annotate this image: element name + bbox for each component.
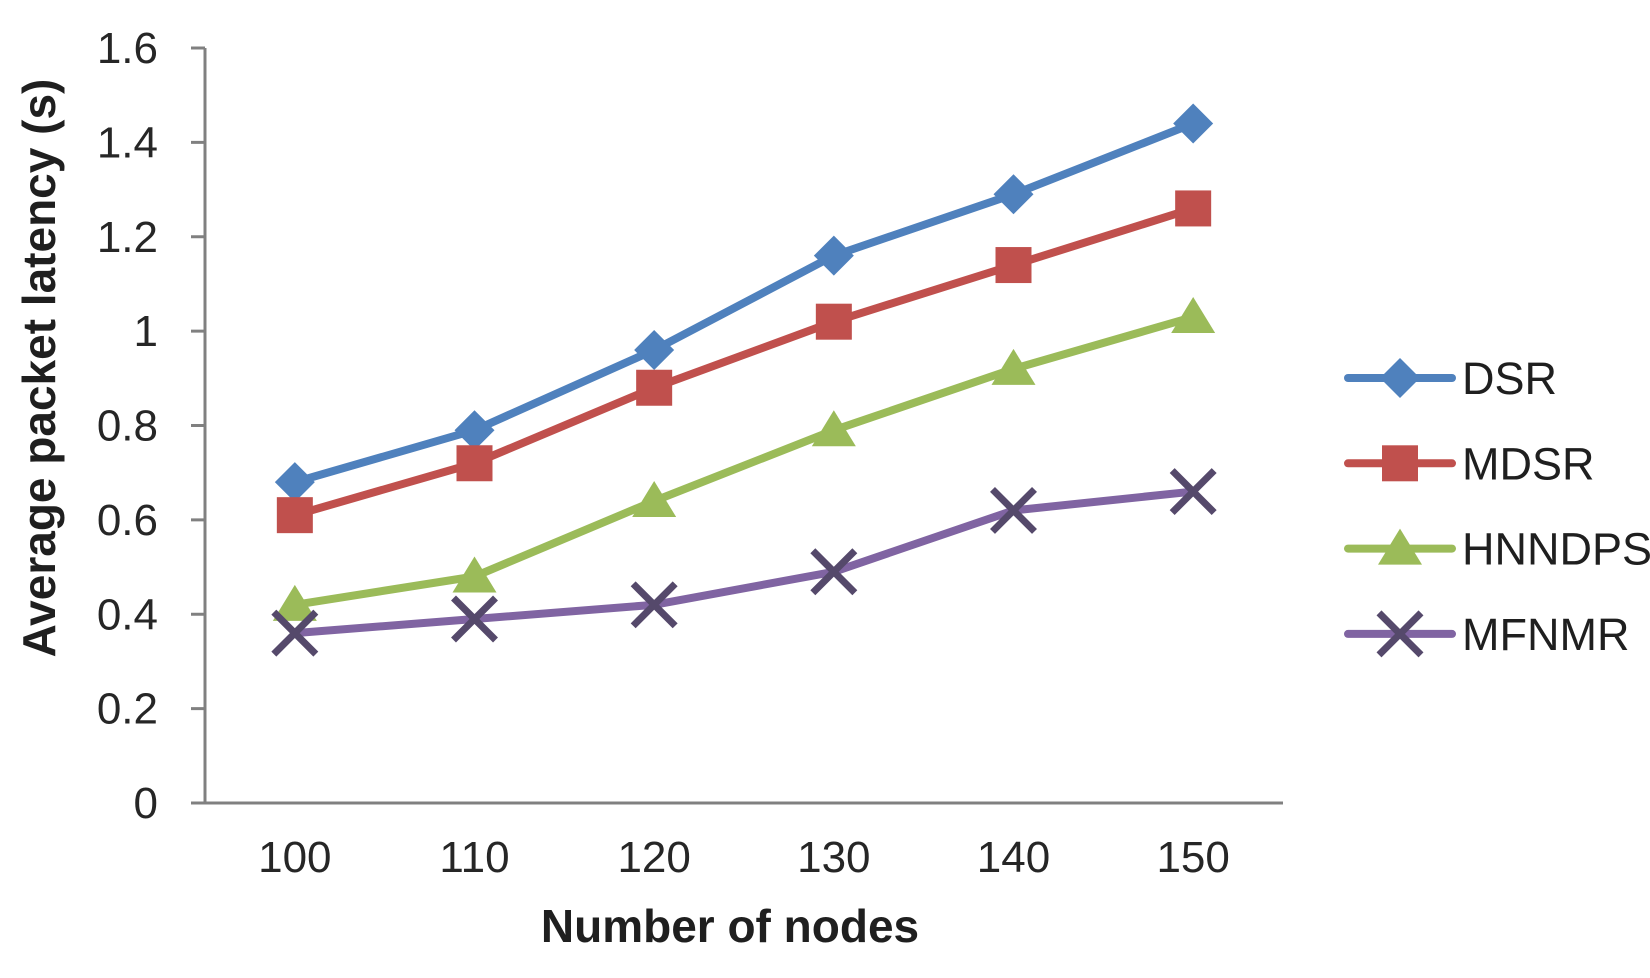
marker-dsr xyxy=(454,410,495,451)
x-tick-label: 120 xyxy=(617,833,690,882)
legend-item-mdsr: MDSR xyxy=(1344,438,1595,489)
marker-mdsr xyxy=(1175,190,1212,227)
series-line-mdsr xyxy=(290,204,1198,520)
x-tick-label: 150 xyxy=(1156,833,1229,882)
legend-label: DSR xyxy=(1462,353,1557,404)
marker-dsr xyxy=(634,330,675,370)
marker-dsr xyxy=(813,235,854,276)
x-tick-label: 100 xyxy=(258,833,331,882)
y-tick-label: 1 xyxy=(134,307,158,356)
legend-marker-triangle-icon xyxy=(1378,528,1422,565)
marker-dsr xyxy=(274,462,315,503)
legend-marker-diamond-icon xyxy=(1380,358,1420,398)
marker-hnndps xyxy=(632,481,677,517)
marker-hnndps xyxy=(272,584,317,621)
series-line-mfnmr xyxy=(290,487,1198,638)
legend-marker-square-icon xyxy=(1382,445,1418,482)
x-tick-label: 140 xyxy=(977,833,1050,882)
marker-mdsr xyxy=(815,303,852,340)
legend-label: MFNMR xyxy=(1462,609,1629,660)
legend: DSR MDSR HNNDPS MFNMR xyxy=(1344,353,1650,660)
legend-item-hnndps: HNNDPS xyxy=(1344,524,1650,575)
marker-dsr xyxy=(993,174,1034,215)
marker-mfnmr xyxy=(990,486,1037,534)
marker-dsr xyxy=(1173,103,1214,144)
legend-label: HNNDPS xyxy=(1462,524,1650,575)
y-tick-label: 1.6 xyxy=(97,24,158,73)
legend-label: MDSR xyxy=(1462,438,1595,489)
marker-mfnmr xyxy=(630,581,678,629)
marker-mdsr xyxy=(636,369,673,406)
series-line-dsr xyxy=(290,119,1198,487)
marker-mfnmr xyxy=(271,609,319,657)
marker-hnndps xyxy=(811,410,856,447)
y-tick-label: 1.2 xyxy=(97,213,158,262)
y-tick-label: 0.8 xyxy=(97,402,158,451)
marker-hnndps xyxy=(452,556,497,593)
x-tick-label: 110 xyxy=(439,833,509,882)
y-tick-label: 1.4 xyxy=(97,118,158,167)
y-tick-label: 0.6 xyxy=(97,496,158,545)
x-tick-label: 130 xyxy=(797,833,870,882)
marker-mdsr xyxy=(456,445,493,482)
y-tick-label: 0.2 xyxy=(97,685,158,734)
y-tick-label: 0.4 xyxy=(97,590,158,639)
legend-marker-x-icon xyxy=(1376,610,1424,658)
marker-mdsr xyxy=(276,497,313,534)
y-tick-label: 0 xyxy=(134,779,158,828)
legend-item-mfnmr: MFNMR xyxy=(1344,609,1629,660)
axes-layer: 0 0.2 0.4 0.6 0.8 1 1.2 1.4 1.6 100 110 120 130 140 15… xyxy=(97,24,1283,882)
legend-item-dsr: DSR xyxy=(1344,353,1557,404)
marker-hnndps xyxy=(991,348,1036,385)
series-line-hnndps xyxy=(290,312,1198,609)
x-axis-title: Number of nodes xyxy=(541,900,919,952)
series-layer xyxy=(271,103,1217,657)
marker-hnndps xyxy=(1171,296,1216,333)
marker-mdsr xyxy=(995,247,1032,284)
marker-mfnmr xyxy=(810,548,858,596)
y-axis-title: Average packet latency (s) xyxy=(13,79,65,658)
marker-mfnmr xyxy=(1169,468,1217,516)
marker-mfnmr xyxy=(451,595,498,643)
